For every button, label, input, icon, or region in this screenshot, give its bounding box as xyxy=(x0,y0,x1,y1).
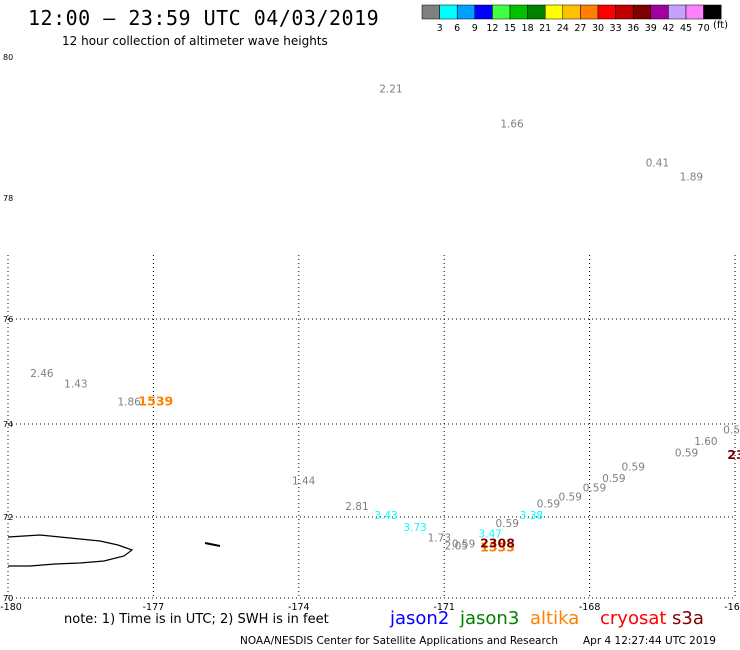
y-tick-label: 70 xyxy=(3,594,13,603)
wave-height-label: 0.59 xyxy=(496,518,519,530)
y-tick-label: 76 xyxy=(3,315,13,324)
x-tick-label: -174 xyxy=(288,602,310,613)
wave-height-label: 2.05 xyxy=(445,540,468,552)
wave-height-label: 0.41 xyxy=(646,157,669,169)
wave-height-label: 1.66 xyxy=(500,119,524,131)
color-scale-swatch xyxy=(527,4,546,20)
wave-height-label: 3.47 xyxy=(479,528,502,540)
satellite-legend-jason3: jason3 xyxy=(460,608,520,629)
color-scale-swatch xyxy=(562,4,581,20)
wave-height-label: 0.59 xyxy=(602,473,625,485)
wave-height-label: 1.73 xyxy=(428,532,451,544)
color-scale-label: 33 xyxy=(610,23,622,34)
x-tick-label: -165 xyxy=(724,602,740,613)
color-scale-swatch xyxy=(456,4,476,20)
chart-title: 12:00 – 23:59 UTC 04/03/2019 xyxy=(28,6,380,30)
chart-subtitle: 12 hour collection of altimeter wave hei… xyxy=(62,34,328,48)
footer-timestamp: Apr 4 12:27:44 UTC 2019 xyxy=(583,635,716,647)
color-scale-swatch xyxy=(668,4,687,20)
footer-note: note: 1) Time is in UTC; 2) SWH is in fe… xyxy=(64,612,329,627)
x-tick-label: -177 xyxy=(143,602,165,613)
wave-height-label: 0.59 xyxy=(537,499,560,511)
color-scale-label: 24 xyxy=(557,23,569,34)
color-scale-swatch xyxy=(580,4,599,20)
wave-height-label: 0.59 xyxy=(559,492,582,504)
color-scale-swatch xyxy=(421,4,440,20)
wave-height-label: 1.44 xyxy=(292,475,316,487)
color-scale-label: 3 xyxy=(437,23,443,34)
y-tick-label: 80 xyxy=(3,53,13,62)
wave-height-label: 1.60 xyxy=(694,436,717,448)
y-tick-label: 72 xyxy=(3,513,13,522)
x-tick-label: -168 xyxy=(579,602,601,613)
wave-height-label: 2.46 xyxy=(30,368,54,380)
pass-time-label: 1533 xyxy=(480,539,515,554)
color-scale-swatch xyxy=(492,4,511,20)
y-tick-label: 78 xyxy=(3,194,13,203)
satellite-legend-altika: altika xyxy=(530,608,580,629)
color-scale-swatch xyxy=(632,4,652,20)
gridlines xyxy=(7,255,736,599)
wave-height-label: 0.59 xyxy=(452,538,475,550)
color-scale-label: 27 xyxy=(574,23,586,34)
pass-time-label: 2308 xyxy=(480,535,515,550)
color-scale-label: 70 xyxy=(698,23,710,34)
color-scale-label: 39 xyxy=(645,23,657,34)
footer-credit: NOAA/NESDIS Center for Satellite Applica… xyxy=(240,635,558,647)
wave-height-label: 1.86 xyxy=(117,397,141,409)
color-scale-swatch xyxy=(615,4,634,20)
satellite-legend-cryosat: cryosat xyxy=(600,608,667,629)
color-scale-label: 15 xyxy=(504,23,516,34)
color-scale-label: 18 xyxy=(522,23,534,34)
color-scale-label: 42 xyxy=(662,23,674,34)
wave-height-label: 1.43 xyxy=(64,378,87,390)
color-scale-label: 9 xyxy=(472,23,478,34)
wave-height-label: 0.59 xyxy=(622,462,645,474)
wave-height-label: 3.38 xyxy=(520,510,543,522)
color-scale-swatch xyxy=(509,4,528,20)
pass-time-label: 2307 xyxy=(727,447,740,462)
data-points: 2.21 1.66 0.41 1.89 2.46 1.43 1.86 1.44 2.81 3.43… xyxy=(30,83,740,554)
wave-height-label: 3.73 xyxy=(403,522,426,534)
wave-height-label: 2.81 xyxy=(345,501,368,513)
wave-height-label: 0.59 xyxy=(723,424,740,436)
coastline xyxy=(7,534,221,567)
wave-height-label: 1.89 xyxy=(680,171,703,183)
x-tick-label: -171 xyxy=(433,602,455,613)
color-scale-bar: 3 6 9 12 15 18 21 24 27 30 33 36 39 42 45 70 xyxy=(421,4,722,34)
color-scale-swatch xyxy=(650,4,669,20)
color-scale-units: (ft) xyxy=(713,20,729,31)
coastline-islet xyxy=(204,542,221,547)
color-scale-label: 45 xyxy=(680,23,692,34)
pass-time-label: 1539 xyxy=(138,394,173,409)
wave-height-label: 0.59 xyxy=(583,482,606,494)
color-scale-label: 12 xyxy=(486,23,498,34)
y-tick-label: 74 xyxy=(3,420,13,429)
color-scale-label: 36 xyxy=(627,23,639,34)
color-scale-swatch xyxy=(474,4,493,20)
axes: -180 -177 -174 -171 -168 -165 70 72 74 76 78 80 xyxy=(0,53,740,613)
wave-height-label: 2.21 xyxy=(379,83,402,95)
wave-height-label: 3.43 xyxy=(374,510,397,522)
satellite-legend-s3a: s3a xyxy=(672,608,704,629)
color-scale-swatch xyxy=(703,4,722,20)
color-scale-swatch xyxy=(544,4,564,20)
coastline-alaska xyxy=(7,534,134,567)
color-scale-swatch xyxy=(439,4,458,20)
color-scale-label: 6 xyxy=(454,23,460,34)
color-scale-label: 30 xyxy=(592,23,604,34)
x-tick-label: -180 xyxy=(0,602,22,613)
wave-height-label: 0.59 xyxy=(675,448,698,460)
color-scale-swatch xyxy=(685,4,704,20)
satellite-legend-jason2: jason2 xyxy=(390,608,450,629)
color-scale-label: 21 xyxy=(539,23,551,34)
color-scale-swatch xyxy=(597,4,616,20)
